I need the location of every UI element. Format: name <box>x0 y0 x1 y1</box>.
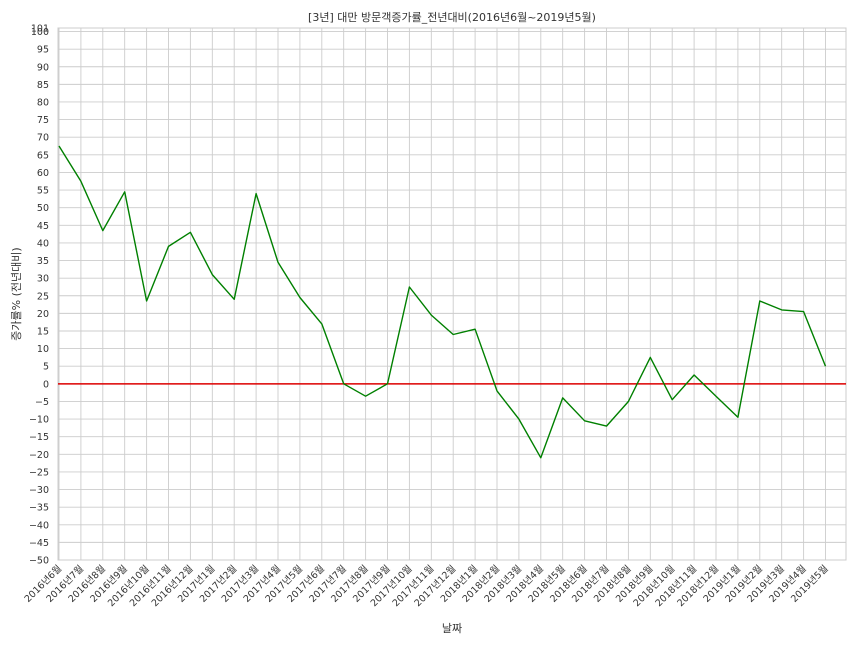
y-tick-label: 95 <box>37 45 49 56</box>
grid <box>58 27 846 561</box>
y-tick-label: −40 <box>29 520 49 531</box>
y-tick-label: 80 <box>37 97 49 108</box>
y-tick-label: 15 <box>37 326 49 337</box>
y-axis-title: 증가률% (전년대비) <box>10 247 23 340</box>
y-tick-label: −35 <box>29 503 49 514</box>
y-tick-label: 85 <box>37 80 49 91</box>
x-axis-title: 날짜 <box>442 622 462 635</box>
y-tick-label: 20 <box>37 309 49 320</box>
y-tick-label: 0 <box>43 379 49 390</box>
y-tick-label: 101 <box>31 24 49 35</box>
series-group <box>58 145 827 459</box>
y-tick-label: 100 <box>31 27 49 38</box>
y-tick-label: 65 <box>37 150 49 161</box>
y-tick-label: 40 <box>37 238 49 249</box>
y-tick-label: 25 <box>37 291 49 302</box>
y-tick-label: 50 <box>37 203 49 214</box>
y-tick-label: 60 <box>37 168 49 179</box>
chart-title: [3년] 대만 방문객증가률_전년대비(2016년6월~2019년5월) <box>308 11 596 24</box>
y-tick-label: −50 <box>29 556 49 567</box>
y-tick-label: 30 <box>37 274 49 285</box>
y-tick-label: 75 <box>37 115 49 126</box>
y-tick-label: −5 <box>35 397 49 408</box>
y-tick-label: −25 <box>29 467 49 478</box>
y-tick-label: 45 <box>37 221 49 232</box>
plot-area <box>57 27 847 561</box>
y-tick-label: 35 <box>37 256 49 267</box>
y-tick-label: −30 <box>29 485 49 496</box>
y-tick-label: −15 <box>29 432 49 443</box>
y-tick-label: 10 <box>37 344 49 355</box>
y-tick-label: 55 <box>37 186 49 197</box>
series-line <box>58 145 827 459</box>
x-tick-labels: 2016년6월2016년7월2016년8월2016년9월2016년10월2016… <box>22 563 831 609</box>
y-tick-label: 5 <box>43 362 49 373</box>
y-tick-label: −45 <box>29 538 49 549</box>
y-tick-label: −10 <box>29 415 49 426</box>
y-tick-label: 70 <box>37 133 49 144</box>
y-tick-label: −20 <box>29 450 49 461</box>
y-tick-label: 90 <box>37 62 49 73</box>
y-tick-labels: 1011009590858075706560555045403530252015… <box>29 24 49 567</box>
